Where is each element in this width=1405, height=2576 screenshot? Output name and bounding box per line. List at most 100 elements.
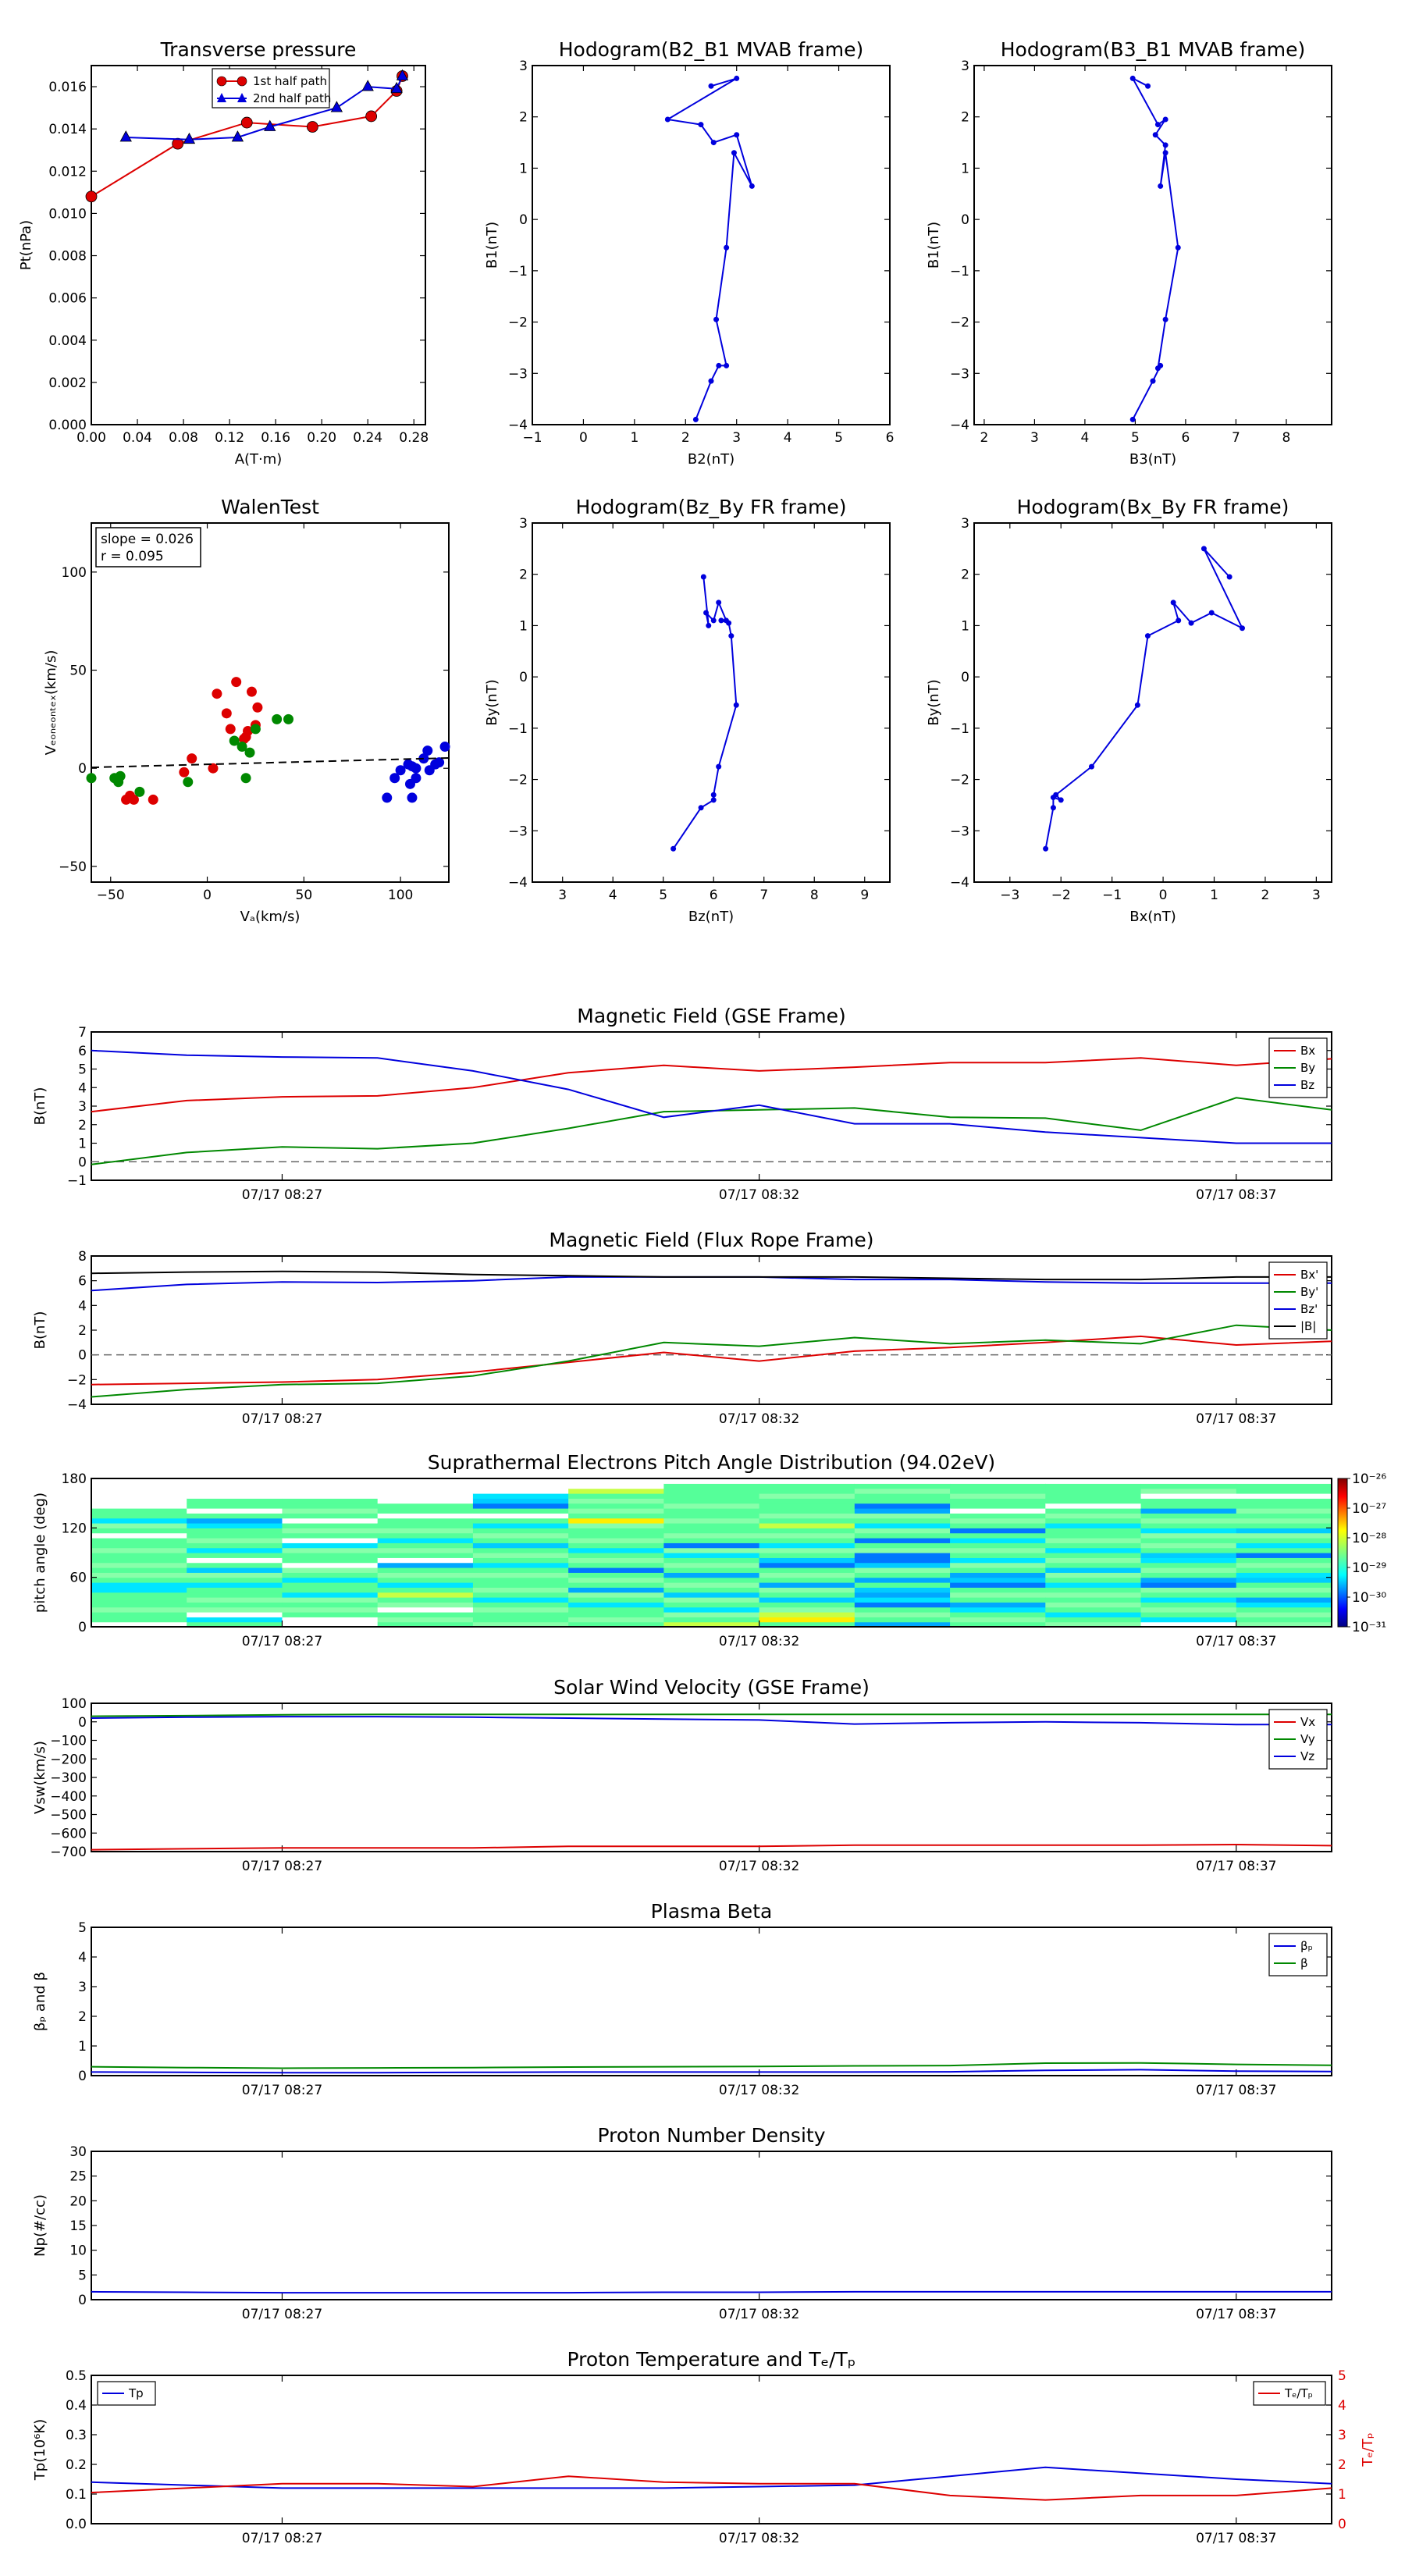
hodogram_bz_by-xtick-label: 6 <box>710 888 718 903</box>
walen_test-point <box>439 742 450 753</box>
hodogram_b3_b1-ytick-label: −3 <box>950 366 969 382</box>
hodogram_b2_b1-xtick-label: 5 <box>834 430 843 446</box>
mag_fr-ylabel: B(nT) <box>32 1311 48 1350</box>
transverse_pressure-xlabel: A(T·m) <box>235 451 283 468</box>
pitch_angle-cell <box>1236 1478 1332 1484</box>
hodogram_bz_by-ytick-label: 1 <box>519 618 528 634</box>
hodogram_b3_b1-xlabel: B3(nT) <box>1129 451 1176 468</box>
plasma_beta-legend <box>1268 1933 1328 1976</box>
plasma_beta-title: Plasma Beta <box>651 1900 773 1923</box>
pitch_angle-cell <box>568 1553 664 1558</box>
transverse_pressure-ytick-label: 0.010 <box>48 206 87 222</box>
hodogram_bx_by-ytick-label: 1 <box>961 618 969 634</box>
mag_gse-ytick-label: 4 <box>78 1080 87 1096</box>
pitch_angle-cell <box>663 1532 760 1539</box>
pitch_angle-cell <box>1140 1538 1237 1543</box>
pitch_angle-cell <box>472 1572 569 1578</box>
pitch_angle-cell <box>1045 1553 1142 1558</box>
hodogram_b2_b1-xtick-label: 3 <box>732 430 741 446</box>
pitch_angle-cell <box>377 1478 474 1484</box>
transverse_pressure-point <box>361 80 374 91</box>
pitch_angle-cell <box>91 1621 187 1628</box>
hodogram_bx_by-series-line-1 <box>1044 548 1244 849</box>
pitch_angle-cell <box>91 1567 187 1573</box>
pitch_angle-cell <box>1236 1602 1332 1608</box>
pitch_angle-cell <box>663 1582 760 1588</box>
hodogram_bz_by-point <box>728 633 735 639</box>
proton_temp-ytick-right-label: 1 <box>1338 2487 1346 2503</box>
pitch_angle-title: Suprathermal Electrons Pitch Angle Distr… <box>428 1451 995 1474</box>
pitch_angle-cell <box>1236 1517 1332 1524</box>
hodogram_b3_b1-ytick-label: −2 <box>950 315 969 331</box>
pitch_angle-cell <box>91 1523 187 1528</box>
pitch_angle-cell <box>282 1493 379 1499</box>
pitch_angle-cell <box>568 1528 664 1534</box>
hodogram_bz_by-point <box>733 702 739 708</box>
pitch_angle-cell <box>1045 1577 1142 1583</box>
pitch_angle-cell <box>854 1483 951 1489</box>
walen_test-point <box>231 677 242 688</box>
walen_test-title: WalenTest <box>221 496 319 518</box>
hodogram_bx_by-ytick-label: 3 <box>961 516 969 532</box>
pitch_angle-cell <box>663 1562 760 1568</box>
proton_density-ytick-label: 30 <box>69 2144 87 2160</box>
pitch_angle-cell <box>950 1542 1046 1549</box>
pitch_angle-cell <box>854 1612 951 1617</box>
pitch_angle-cell <box>282 1528 379 1534</box>
hodogram_b2_b1-point <box>713 316 720 322</box>
proton_density-title: Proton Number Density <box>598 2124 826 2147</box>
pitch_angle-cell <box>1140 1582 1237 1588</box>
pitch_angle-cell <box>1045 1542 1142 1549</box>
proton_temp-ytick-label: 0.4 <box>66 2398 87 2414</box>
pitch_angle-cell <box>1236 1523 1332 1528</box>
pitch_angle-cell <box>950 1587 1046 1593</box>
pitch_angle-cell <box>91 1572 187 1578</box>
pitch_angle-cell <box>472 1617 569 1623</box>
transverse_pressure-point <box>85 190 98 203</box>
proton_density-ytick-label: 10 <box>69 2243 87 2259</box>
sw_velocity-title: Solar Wind Velocity (GSE Frame) <box>553 1676 870 1699</box>
pitch_angle-cell <box>1140 1567 1237 1573</box>
pitch_angle-cell <box>377 1488 474 1494</box>
pitch_angle-cell <box>472 1557 569 1564</box>
pitch_angle-cell <box>377 1532 474 1539</box>
transverse_pressure-ylabel: Pt(nPa) <box>18 220 34 270</box>
plasma_beta-panel: Plasma Beta 07/17 08:27 07/17 08:32 07/17 0… <box>32 1900 1332 2098</box>
walen_test-point <box>246 686 257 697</box>
transverse_pressure-xtick-label: 0.24 <box>353 430 382 446</box>
mag_gse-ytick-label: 3 <box>78 1099 87 1115</box>
hodogram_b3_b1-point <box>1162 316 1168 322</box>
hodogram_bx_by-ytick-label: −4 <box>950 875 969 891</box>
pitch_angle-cell <box>950 1557 1046 1564</box>
walen_test-point <box>86 773 97 784</box>
pitch_angle-cell <box>950 1483 1046 1489</box>
hodogram_bz_by-xtick-label: 3 <box>558 888 567 903</box>
transverse_pressure-series-line-2 <box>126 76 404 141</box>
transverse_pressure-point <box>330 101 343 112</box>
pitch_angle-cell <box>854 1582 951 1588</box>
pitch_angle-cell <box>1236 1498 1332 1504</box>
pitch_angle-cell <box>1236 1587 1332 1593</box>
hodogram_b2_b1-point <box>734 75 740 81</box>
pitch_angle-cell <box>1045 1606 1142 1613</box>
pitch_angle-cell <box>187 1478 283 1484</box>
pitch_angle-cell <box>1140 1562 1237 1568</box>
pitch_angle-cell <box>377 1602 474 1608</box>
pitch_angle-cell <box>282 1483 379 1489</box>
pitch_angle-ytick-label: 60 <box>69 1571 87 1586</box>
pitch_angle-cell <box>472 1597 569 1603</box>
pitch_angle-cell <box>282 1617 379 1623</box>
hodogram_b2_b1-ytick-label: −1 <box>508 264 528 279</box>
pitch_angle-cell <box>663 1513 760 1519</box>
pitch_angle-cell <box>1140 1597 1237 1603</box>
pitch_angle-cell <box>1045 1483 1142 1489</box>
pitch_angle-cell <box>91 1528 187 1534</box>
pitch_angle-cell <box>377 1621 474 1628</box>
pitch_angle-cell <box>663 1612 760 1617</box>
proton_temp-series-1 <box>91 2466 1332 2489</box>
proton_temp-ytick-right-label: 3 <box>1338 2428 1346 2443</box>
pitch_angle-cell <box>950 1532 1046 1539</box>
sw_velocity-legend-label: Vz <box>1300 1749 1314 1763</box>
transverse_pressure-xtick-label: 0.28 <box>399 430 429 446</box>
pitch_angle-cell <box>1045 1532 1142 1539</box>
